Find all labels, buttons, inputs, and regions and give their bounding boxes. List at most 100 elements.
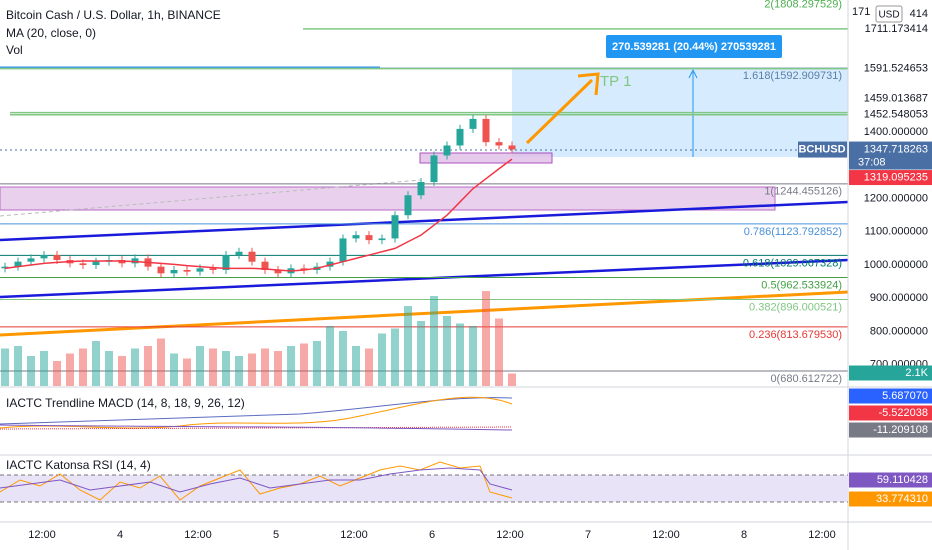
volume-value-bg <box>849 365 932 381</box>
candle <box>365 235 373 241</box>
rsi-band <box>0 475 848 502</box>
candle <box>430 155 438 182</box>
candle <box>482 118 490 143</box>
volume-bar <box>365 348 373 386</box>
volume-bar <box>248 353 256 386</box>
volume-bar <box>261 348 269 386</box>
candle <box>27 258 35 262</box>
level-label: 1452.548053 <box>864 109 928 121</box>
candle <box>131 258 139 264</box>
candle <box>339 238 347 262</box>
volume-bar <box>105 351 113 386</box>
candle <box>417 182 425 196</box>
volume-bar <box>456 323 464 386</box>
price-tick-bg <box>849 124 932 140</box>
rsi-value-bg <box>849 491 932 507</box>
volume-bar <box>430 296 438 386</box>
candle <box>79 263 87 265</box>
ma-line <box>4 158 513 272</box>
volume-value: 2.1K <box>905 367 928 379</box>
arrow-head <box>688 68 698 79</box>
level-label: 1459.013687 <box>864 93 928 105</box>
volume-bar <box>274 351 282 386</box>
price-tick-bg <box>849 290 932 306</box>
candle <box>326 261 334 267</box>
time-label: 6 <box>429 529 435 541</box>
volume-bar <box>131 348 139 386</box>
price-tick-bg <box>849 191 932 207</box>
title: Bitcoin Cash / U.S. Dollar, 1h, BINANCE <box>6 8 221 22</box>
macd-value: -11.209108 <box>873 424 928 436</box>
candle <box>495 142 503 146</box>
currency-bg <box>875 5 903 23</box>
volume-bar <box>118 356 126 386</box>
rsi-value-bg <box>849 472 932 488</box>
volume-bar <box>417 321 425 386</box>
candle <box>53 255 61 261</box>
candle <box>157 266 165 274</box>
fib-label: 0.236(813.679530) <box>749 329 842 341</box>
volume-bar <box>339 331 347 386</box>
volume-bar <box>482 291 490 386</box>
fib-label: 0.786(1123.792852) <box>744 226 842 238</box>
candle <box>404 195 412 216</box>
candle <box>1 266 9 269</box>
macd-value: 5.687070 <box>882 390 928 402</box>
candle <box>196 268 204 272</box>
time-label: 4 <box>117 529 123 541</box>
projection-arrow <box>525 78 594 145</box>
macd-title: IACTC Trendline MACD (14, 8, 18, 9, 26, … <box>6 396 245 410</box>
level-label-bg <box>849 61 932 77</box>
volume-bar <box>352 346 360 386</box>
volume-bar <box>170 353 178 386</box>
candle <box>170 269 178 274</box>
volume-bar <box>183 358 191 386</box>
candle <box>443 145 451 156</box>
position-label: 270.539281 (20.44%) 270539281 <box>612 41 776 53</box>
volume-bar <box>443 316 451 386</box>
partial-tick: 171 <box>852 6 870 18</box>
candle <box>235 251 243 256</box>
candle <box>183 269 191 272</box>
last-price: 1347.718263 <box>864 143 928 155</box>
volume-bar <box>53 361 61 386</box>
fib-label: 0.618(1029.067328) <box>743 257 842 269</box>
volume-bar <box>27 356 35 386</box>
candle <box>261 261 269 270</box>
candle <box>209 268 217 270</box>
volume-bar <box>222 351 230 386</box>
volume-bar <box>378 333 386 386</box>
macd-hist <box>0 426 513 430</box>
candle <box>469 118 477 129</box>
time-label: 5 <box>273 529 279 541</box>
volume-bar <box>144 346 152 386</box>
target-label: TP 1 <box>600 73 631 90</box>
level-label-bg <box>849 107 932 123</box>
volume-bar <box>287 346 295 386</box>
ma-legend: MA (20, close, 0) <box>6 26 96 40</box>
rsi-fast <box>0 461 513 501</box>
time-label: 12:00 <box>340 529 368 541</box>
candle <box>508 145 516 150</box>
candle <box>248 251 256 262</box>
rsi-value: 33.774310 <box>876 493 928 505</box>
price-tick-bg <box>849 257 932 273</box>
fib-label: 1(1244.455126) <box>764 186 842 198</box>
candle <box>300 268 308 270</box>
symbol: BCHUSD <box>798 143 845 155</box>
macd-extra <box>0 424 513 431</box>
trendline <box>0 200 849 242</box>
time-label: 12:00 <box>652 529 680 541</box>
candle <box>378 238 386 241</box>
price-tick: 1100.000000 <box>865 226 928 238</box>
time-label: 7 <box>585 529 591 541</box>
volume-bar <box>235 356 243 386</box>
time-label: 12:00 <box>184 529 212 541</box>
zone <box>0 186 776 211</box>
volume-bar <box>495 318 503 386</box>
time-label: 12:00 <box>808 529 836 541</box>
price-tick: 1400.000000 <box>864 126 928 138</box>
volume-bar <box>92 341 100 386</box>
level-label-bg <box>849 21 932 37</box>
